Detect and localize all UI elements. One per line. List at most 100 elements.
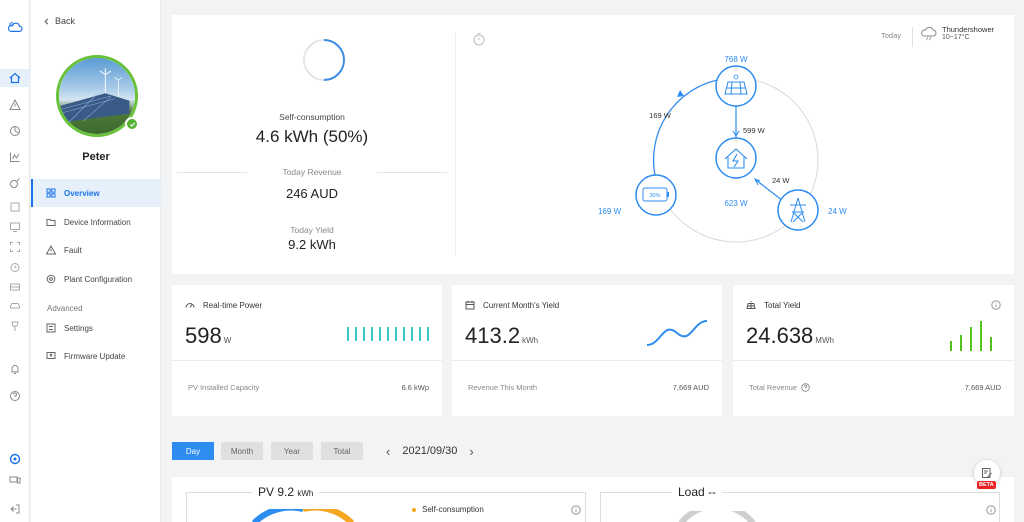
nav-fault-label: Fault bbox=[64, 245, 82, 255]
stopwatch-icon[interactable] bbox=[472, 32, 486, 46]
support-icon[interactable] bbox=[6, 450, 24, 468]
icon-rail bbox=[0, 0, 30, 522]
divider-left bbox=[177, 172, 247, 173]
monitor-icon[interactable] bbox=[6, 218, 24, 236]
nav-plant-configuration-label: Plant Configuration bbox=[64, 274, 133, 284]
edit-note-icon bbox=[982, 468, 992, 478]
calendar-icon bbox=[465, 301, 475, 310]
pv-to-battery-power: 169 W bbox=[649, 111, 672, 120]
back-label: Back bbox=[55, 16, 76, 26]
weather-today-label: Today bbox=[881, 31, 902, 40]
today-revenue-label: Today Revenue bbox=[282, 167, 342, 177]
home-node bbox=[715, 137, 757, 179]
storage-icon[interactable] bbox=[6, 278, 24, 296]
today-revenue-value: 246 AUD bbox=[285, 186, 339, 201]
revenue-month-value: 7,669 AUD bbox=[672, 383, 709, 392]
plant-sidebar: Back Peter Overview Device Information F… bbox=[31, 0, 161, 522]
house-icon bbox=[724, 148, 748, 169]
devices-icon[interactable] bbox=[6, 471, 24, 489]
pv-title-unit: kWh bbox=[297, 489, 314, 498]
pv-chart-title: PV 9.2 kWh bbox=[252, 485, 320, 499]
thundershower-icon bbox=[921, 26, 937, 41]
current-date: 2021/09/30 bbox=[402, 445, 458, 457]
grid-icon bbox=[46, 188, 56, 198]
nav-fault[interactable]: Fault bbox=[31, 236, 161, 264]
self-consumption-legend: Self-consumption bbox=[412, 505, 484, 514]
bell-icon[interactable] bbox=[6, 360, 24, 378]
nav-firmware-update[interactable]: Firmware Update bbox=[31, 342, 161, 370]
plant-avatar bbox=[56, 55, 138, 137]
nav-device-information[interactable]: Device Information bbox=[31, 208, 161, 236]
battery-power: 169 W bbox=[598, 207, 622, 216]
clock-icon[interactable] bbox=[6, 258, 24, 276]
back-button[interactable]: Back bbox=[43, 16, 75, 26]
question-icon[interactable] bbox=[801, 383, 810, 392]
nav-settings[interactable]: Settings bbox=[31, 314, 161, 342]
pv-title-text: PV 9.2 bbox=[258, 485, 295, 499]
pin-icon[interactable] bbox=[6, 317, 24, 335]
prev-date-button[interactable]: ‹ bbox=[386, 443, 391, 459]
legend-dot-icon bbox=[412, 507, 416, 512]
total-revenue-label: Total Revenue bbox=[749, 383, 810, 392]
self-consumption-value: 4.6 kWh (50%) bbox=[255, 127, 369, 146]
solar-panel-image-icon bbox=[59, 68, 130, 124]
warning-icon bbox=[46, 245, 56, 255]
realtime-power-unit: W bbox=[223, 336, 232, 345]
scan-icon[interactable] bbox=[6, 238, 24, 256]
home-icon[interactable] bbox=[0, 69, 30, 87]
tab-year[interactable]: Year bbox=[271, 442, 313, 460]
total-yield-value: 24.638 bbox=[746, 323, 814, 348]
statistics-icon[interactable] bbox=[6, 122, 24, 140]
main-content: Self-consumption 4.6 kWh (50%) Today Rev… bbox=[161, 0, 1024, 522]
month-wave-sparkline bbox=[646, 320, 708, 346]
satellite-icon[interactable] bbox=[6, 174, 24, 192]
realtime-bars-sparkline bbox=[347, 327, 429, 341]
battery-soc: 30% bbox=[649, 193, 660, 199]
total-revenue-label-text: Total Revenue bbox=[749, 383, 797, 392]
pv-power: 768 W bbox=[724, 55, 748, 64]
load-info-icon[interactable] bbox=[986, 505, 996, 515]
next-date-button[interactable]: › bbox=[469, 443, 474, 459]
info-icon[interactable] bbox=[991, 300, 1001, 310]
load-chart-box bbox=[600, 492, 1000, 522]
self-consumption-label: Self-consumption bbox=[279, 112, 345, 122]
weather-logo-icon bbox=[5, 18, 25, 36]
realtime-divider bbox=[172, 360, 442, 361]
tab-total[interactable]: Total bbox=[321, 442, 363, 460]
total-yield-title: Total Yield bbox=[764, 300, 801, 310]
nav-device-information-label: Device Information bbox=[64, 217, 131, 227]
realtime-power-title: Real-time Power bbox=[203, 300, 263, 310]
energy-summary-card: Self-consumption 4.6 kWh (50%) Today Rev… bbox=[172, 15, 1014, 274]
help-icon[interactable] bbox=[6, 387, 24, 405]
logout-icon[interactable] bbox=[6, 500, 24, 518]
transmission-tower-icon bbox=[790, 197, 806, 223]
device-icon[interactable] bbox=[6, 198, 24, 216]
daily-charts-card: PV 9.2 kWh Self-consumption Load -- bbox=[172, 477, 1014, 522]
settings-icon bbox=[46, 323, 56, 333]
pv-info-icon[interactable] bbox=[571, 505, 581, 515]
revenue-month-label: Revenue This Month bbox=[468, 383, 538, 392]
nav-overview[interactable]: Overview bbox=[31, 179, 161, 207]
grid-node bbox=[777, 189, 819, 231]
chevron-left-icon bbox=[44, 18, 49, 24]
today-yield-label: Today Yield bbox=[290, 225, 334, 235]
tab-month[interactable]: Month bbox=[221, 442, 263, 460]
battery-node: 30% bbox=[635, 174, 677, 216]
date-navigator: ‹ 2021/09/30 › bbox=[386, 442, 474, 460]
total-yield-card: Total Yield 24.638 MWh Total Revenue 7,66… bbox=[733, 285, 1014, 416]
chart-icon[interactable] bbox=[6, 148, 24, 166]
nav-firmware-update-label: Firmware Update bbox=[64, 351, 126, 361]
grid-to-home-power: 24 W bbox=[772, 176, 790, 185]
folder-icon bbox=[46, 219, 56, 226]
nav-plant-configuration[interactable]: Plant Configuration bbox=[31, 265, 161, 293]
self-consumption-ring bbox=[303, 39, 345, 81]
pv-donut-arc bbox=[251, 509, 355, 522]
realtime-power-value: 598 bbox=[185, 323, 222, 348]
car-icon[interactable] bbox=[6, 297, 24, 315]
alarm-icon[interactable] bbox=[6, 96, 24, 114]
load-donut-arc bbox=[678, 511, 756, 522]
beta-badge: BETA bbox=[977, 481, 996, 489]
tab-day[interactable]: Day bbox=[172, 442, 214, 460]
pv-capacity-value: 6.6 kWp bbox=[401, 383, 429, 392]
weather-temperature: 10~17°C bbox=[942, 34, 970, 41]
